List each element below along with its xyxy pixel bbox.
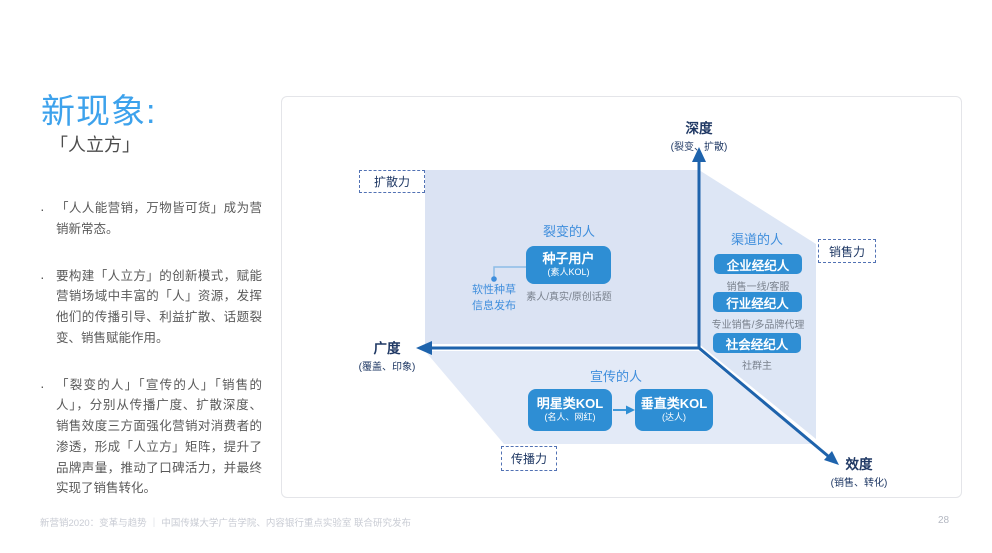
node-seed-user-sub: (素人KOL) (547, 267, 590, 278)
bullet-item: · 「裂变的人」「宣传的人」「销售的人」，分别从传播广度、扩散深度、销售效度三方… (40, 375, 262, 500)
bullet-list: · 「人人能营销，万物皆可货」成为营销新常态。 · 要构建「人立方」的创新模式，… (40, 198, 262, 525)
kol-flow-arrowhead (626, 405, 635, 415)
depth-axis-subtitle: (裂变、扩散) (670, 142, 728, 153)
validity-axis-label: 效度 (销售、转化) (804, 453, 914, 489)
soft-note-connector-dot (491, 276, 497, 282)
seed-user-caption: 素人/真实/原创话题 (526, 292, 612, 303)
industry-agent-caption: 专业销售/多品牌代理 (711, 320, 805, 331)
bullet-marker: · (40, 268, 45, 285)
node-seed-user-title: 种子用户 (542, 251, 595, 267)
force-box-sales: 销售力 (818, 239, 876, 263)
bullet-item: · 要构建「人立方」的创新模式，赋能营销场域中丰富的「人」资源，发挥他们的传播引… (40, 266, 262, 349)
cube-diagram-canvas (416, 147, 839, 465)
node-vertical-kol-title: 垂直类KOL (640, 396, 708, 412)
node-star-kol: 明星类KOL (名人、网红) (528, 389, 612, 431)
bullet-text: 要构建「人立方」的创新模式，赋能营销场域中丰富的「人」资源，发挥他们的传播引导、… (56, 268, 262, 345)
validity-axis-line (698, 346, 829, 458)
node-social-agent: 社会经纪人 (713, 333, 801, 353)
group-label-promotion: 宣传的人 (589, 369, 642, 384)
validity-axis-title: 效度 (845, 457, 873, 472)
group-label-fission: 裂变的人 (542, 224, 595, 239)
page-subtitle: 「人立方」 (50, 135, 140, 155)
force-box-spread: 传播力 (501, 446, 557, 471)
diagram-panel: 深度 (裂变、扩散) 广度 (覆盖、印象) 效度 (销售、转化) 扩散力 销售力… (281, 96, 962, 498)
breadth-axis-subtitle: (覆盖、印象) (358, 362, 416, 373)
bullet-marker: · (40, 377, 45, 394)
footer-source: 新营销2020：变革与趋势 ｜ 中国传媒大学广告学院、内容银行重点实验室 联合研… (40, 518, 412, 529)
soft-note-line1: 软性种草 (472, 284, 516, 296)
soft-note-line2: 信息发布 (472, 299, 516, 312)
soft-note: 软性种草 信息发布 (449, 283, 539, 315)
page-number: 28 (938, 515, 950, 526)
validity-axis-subtitle: (销售、转化) (830, 478, 888, 489)
force-box-diffusion: 扩散力 (359, 170, 425, 193)
bullet-item: · 「人人能营销，万物皆可货」成为营销新常态。 (40, 198, 262, 240)
group-label-channel: 渠道的人 (730, 232, 783, 247)
region-spread (425, 351, 813, 444)
soft-note-connector-line (493, 266, 526, 279)
node-vertical-kol-sub: (达人) (662, 412, 686, 423)
node-star-kol-sub: (名人、网红) (544, 412, 596, 423)
depth-axis-label: 深度 (裂变、扩散) (639, 117, 759, 153)
breadth-axis-label: 广度 (覆盖、印象) (332, 337, 442, 373)
bullet-text: 「裂变的人」「宣传的人」「销售的人」，分别从传播广度、扩散深度、销售效度三方面强… (56, 377, 262, 496)
depth-axis-title: 深度 (685, 121, 713, 136)
validity-axis-arrowhead (824, 451, 839, 465)
node-industry-agent: 行业经纪人 (713, 292, 802, 312)
bullet-marker: · (40, 201, 45, 217)
breadth-axis-title: 广度 (373, 341, 401, 356)
node-enterprise-agent: 企业经纪人 (714, 254, 802, 274)
enterprise-agent-caption: 销售一线/客服 (726, 282, 790, 293)
breadth-axis-arrowhead (416, 341, 432, 355)
node-vertical-kol: 垂直类KOL (达人) (635, 389, 713, 431)
node-seed-user: 种子用户 (素人KOL) (526, 246, 611, 284)
bullet-text: 「人人能营销，万物皆可货」成为营销新常态。 (56, 201, 262, 236)
page-title: 新现象: (41, 93, 157, 131)
node-star-kol-title: 明星类KOL (536, 396, 604, 412)
depth-axis-arrowhead (692, 147, 706, 162)
social-agent-caption: 社群主 (742, 361, 772, 372)
